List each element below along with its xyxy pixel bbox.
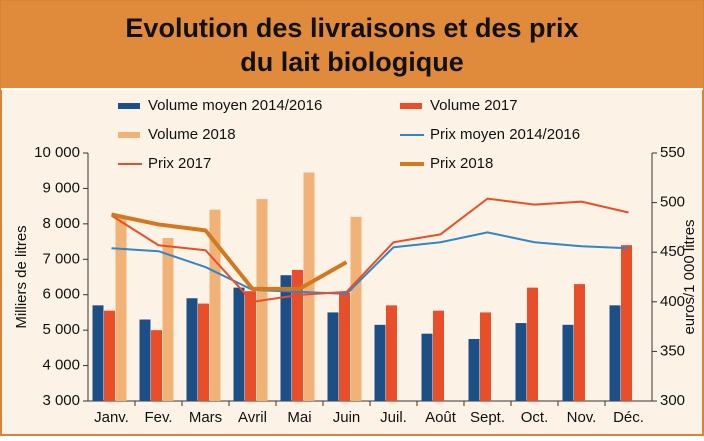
y2-axis-label: euros/1 000 litres (681, 219, 698, 334)
y-tick-label: 3 000 (42, 392, 80, 409)
bar (327, 312, 339, 401)
bar (562, 324, 574, 401)
y-tick-label: 10 000 (34, 144, 80, 161)
x-tick-label: Nov. (567, 409, 597, 426)
y-tick-label: 5 000 (42, 321, 80, 338)
bar (386, 305, 397, 401)
chart-title: Evolution des livraisons et des prix (125, 13, 578, 43)
legend-label: Volume 2017 (430, 97, 518, 114)
bar (468, 339, 480, 401)
x-tick-label: Mai (287, 409, 311, 426)
chart-title: du lait biologique (240, 47, 463, 77)
line (111, 212, 348, 291)
bar (339, 292, 350, 401)
legend-label: Prix moyen 2014/2016 (430, 126, 580, 143)
y-axis-label: Milliers de litres (13, 225, 30, 328)
x-tick-label: Avril (238, 409, 267, 426)
y-tick-label: 8 000 (42, 215, 80, 232)
legend-swatch (400, 103, 422, 109)
legend-swatch (118, 132, 140, 138)
bar (198, 303, 209, 401)
legend-swatch (118, 103, 140, 109)
x-tick-label: Juin (333, 409, 361, 426)
y-tick-label: 9 000 (42, 179, 80, 196)
bar (515, 323, 527, 401)
y2-tick-label: 550 (660, 144, 685, 161)
x-tick-label: Oct. (521, 409, 549, 426)
y2-tick-label: 400 (660, 293, 685, 310)
bar (527, 287, 538, 401)
bar (621, 245, 632, 401)
bar (609, 305, 621, 401)
bar (139, 319, 151, 401)
y-tick-label: 4 000 (42, 357, 80, 374)
legend-label: Prix 2018 (430, 155, 493, 172)
bar (374, 324, 386, 401)
y-tick-label: 7 000 (42, 250, 80, 267)
bar (350, 216, 362, 401)
line (110, 197, 629, 303)
x-tick-label: Janv. (94, 409, 129, 426)
x-tick-label: Août (425, 409, 457, 426)
bar (421, 333, 433, 401)
bar (280, 275, 292, 401)
line (111, 231, 629, 295)
legend-label: Prix 2017 (148, 155, 211, 172)
bar (209, 209, 221, 401)
title-band (1, 1, 703, 89)
x-tick-label: Sept. (470, 409, 505, 426)
bar (151, 330, 162, 401)
legend-label: Volume moyen 2014/2016 (148, 97, 322, 114)
bar (245, 291, 256, 401)
bar (233, 287, 245, 401)
bar (92, 305, 104, 401)
x-tick-label: Fev. (144, 409, 172, 426)
bar (433, 310, 444, 401)
bar (292, 269, 303, 401)
y2-tick-label: 300 (660, 392, 685, 409)
legend-label: Volume 2018 (148, 126, 236, 143)
bar (480, 312, 491, 401)
x-tick-label: Déc. (613, 409, 644, 426)
x-tick-label: Mars (189, 409, 222, 426)
bar (104, 310, 115, 401)
bar (186, 298, 198, 401)
y2-tick-label: 350 (660, 342, 685, 359)
x-tick-label: Juil. (380, 409, 407, 426)
y2-tick-label: 450 (660, 243, 685, 260)
y2-tick-label: 500 (660, 194, 685, 211)
bar (115, 216, 127, 401)
bar (303, 172, 315, 401)
y-tick-label: 6 000 (42, 286, 80, 303)
bar (162, 238, 174, 401)
bar (574, 284, 585, 401)
